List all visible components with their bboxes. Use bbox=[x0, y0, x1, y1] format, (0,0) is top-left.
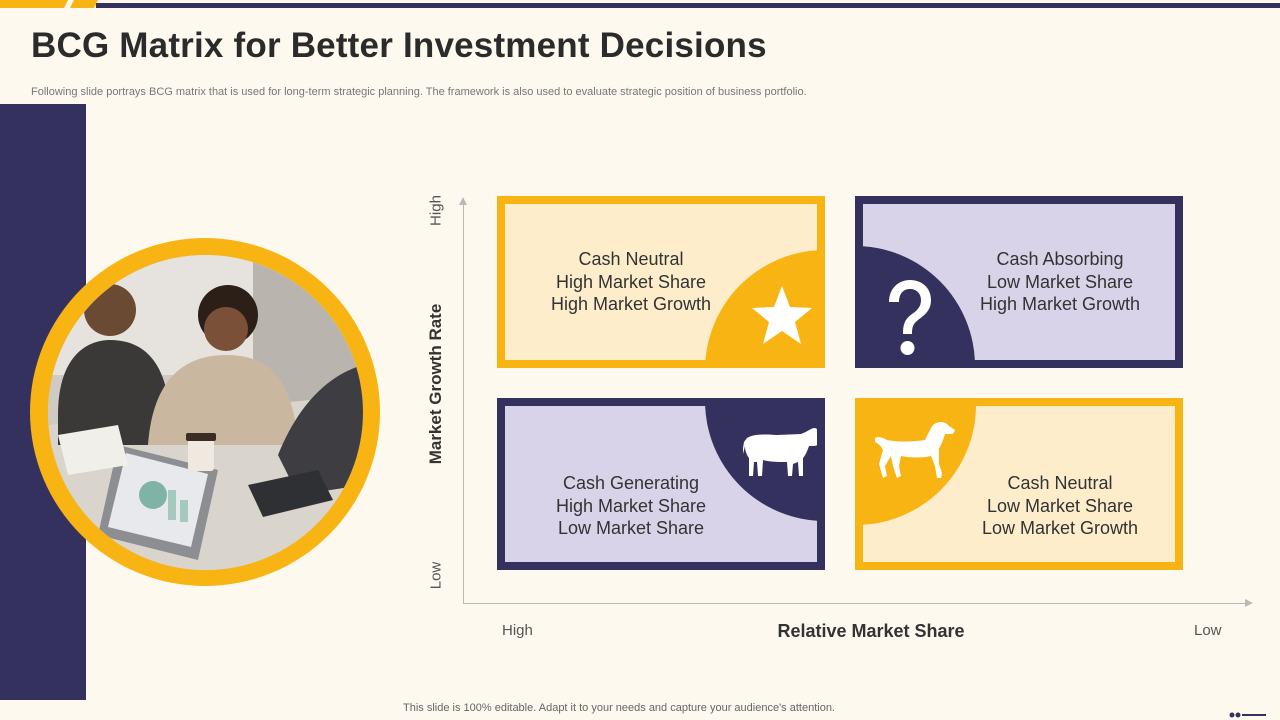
quadrant-line: High Market Growth bbox=[550, 294, 712, 314]
footer-note: This slide is 100% editable. Adapt it to… bbox=[403, 702, 835, 714]
y-axis-high-label: High bbox=[427, 195, 445, 226]
quadrant-cash-cow: Cash Generating High Market Share Low Ma… bbox=[497, 398, 825, 570]
quadrant-text: Cash Neutral Low Market Share Low Market… bbox=[945, 472, 1175, 540]
x-axis-high-label: High bbox=[502, 622, 533, 639]
x-axis-line bbox=[463, 603, 1246, 604]
top-navy-bar bbox=[96, 3, 1280, 8]
y-axis-line bbox=[463, 203, 464, 604]
x-axis-low-label: Low bbox=[1194, 622, 1222, 639]
quadrant-text: Cash Absorbing Low Market Share High Mar… bbox=[945, 248, 1175, 316]
y-axis-title: Market Growth Rate bbox=[426, 303, 445, 465]
quadrant-line: Cash Absorbing bbox=[996, 249, 1124, 269]
top-accent-stripes bbox=[0, 0, 98, 8]
star-icon bbox=[752, 286, 812, 344]
x-axis-arrow bbox=[1245, 599, 1253, 607]
quadrant-question-mark: Cash Absorbing Low Market Share High Mar… bbox=[855, 196, 1183, 368]
quadrant-line: Cash Neutral bbox=[1007, 473, 1113, 493]
x-axis-title: Relative Market Share bbox=[777, 621, 965, 641]
page-subtitle: Following slide portrays BCG matrix that… bbox=[31, 86, 807, 98]
y-axis-low-label: Low bbox=[427, 561, 445, 590]
quadrant-line: Low Market Share bbox=[986, 495, 1134, 516]
quadrant-line: Low Market Growth bbox=[981, 518, 1139, 538]
question-mark-icon bbox=[889, 280, 931, 355]
y-axis-arrow bbox=[459, 197, 467, 205]
quadrant-line: High Market Share bbox=[555, 271, 707, 292]
dog-icon bbox=[875, 422, 955, 478]
team-meeting-photo bbox=[48, 255, 363, 570]
page-title: BCG Matrix for Better Investment Decisio… bbox=[31, 26, 767, 65]
quadrant-line: Cash Generating bbox=[562, 473, 700, 493]
quadrant-line: Low Market Share bbox=[986, 271, 1134, 292]
quadrant-text: Cash Generating High Market Share Low Ma… bbox=[516, 472, 746, 540]
quadrant-dog: Cash Neutral Low Market Share Low Market… bbox=[855, 398, 1183, 570]
quadrant-text: Cash Neutral High Market Share High Mark… bbox=[516, 248, 746, 316]
quadrant-line: Cash Neutral bbox=[578, 249, 684, 269]
quadrant-line: High Market Growth bbox=[979, 294, 1141, 314]
quadrant-star: Cash Neutral High Market Share High Mark… bbox=[497, 196, 825, 368]
quadrant-line: High Market Share bbox=[555, 495, 707, 516]
footer-decoration bbox=[1229, 712, 1266, 718]
cow-icon bbox=[743, 428, 817, 476]
quadrant-line: Low Market Share bbox=[557, 518, 705, 538]
